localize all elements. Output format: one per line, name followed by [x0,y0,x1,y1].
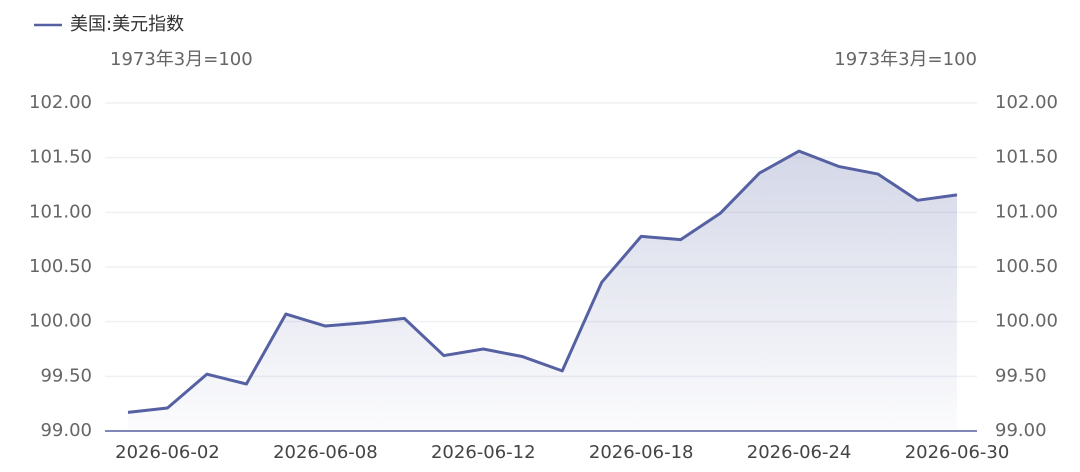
x-tick-label: 2026-06-24 [747,442,852,463]
y-tick-label: 101.00 [29,201,92,222]
x-tick-label: 2026-06-08 [273,442,378,463]
line [127,149,958,414]
y2-tick-label: 99.00 [995,420,1047,441]
x-tick-label: 2026-06-02 [115,442,220,463]
y2-tick-label: 100.50 [995,256,1058,277]
x-tick-label: 2026-06-18 [589,442,694,463]
y2-tick-label: 102.00 [995,92,1058,113]
y2-axis-label: 1973年3月=100 [834,49,977,70]
legend-label: 美国:美元指数 [70,14,184,35]
y-tick-label: 101.50 [29,147,92,168]
y2-tick-label: 100.00 [995,311,1058,332]
y-tick-label: 100.00 [29,311,92,332]
area [128,151,957,431]
x-tick-label: 2026-06-12 [431,442,536,463]
y-tick-label: 99.50 [40,365,92,386]
x-tick-label: 2026-06-30 [905,442,1010,463]
y-tick-label: 99.00 [40,420,92,441]
y-tick-label: 100.50 [29,256,92,277]
y-tick-label: 102.00 [29,92,92,113]
y-axis-label: 1973年3月=100 [110,49,253,70]
y2-tick-label: 101.50 [995,147,1058,168]
y2-tick-label: 101.00 [995,201,1058,222]
y2-tick-label: 99.50 [995,365,1047,386]
